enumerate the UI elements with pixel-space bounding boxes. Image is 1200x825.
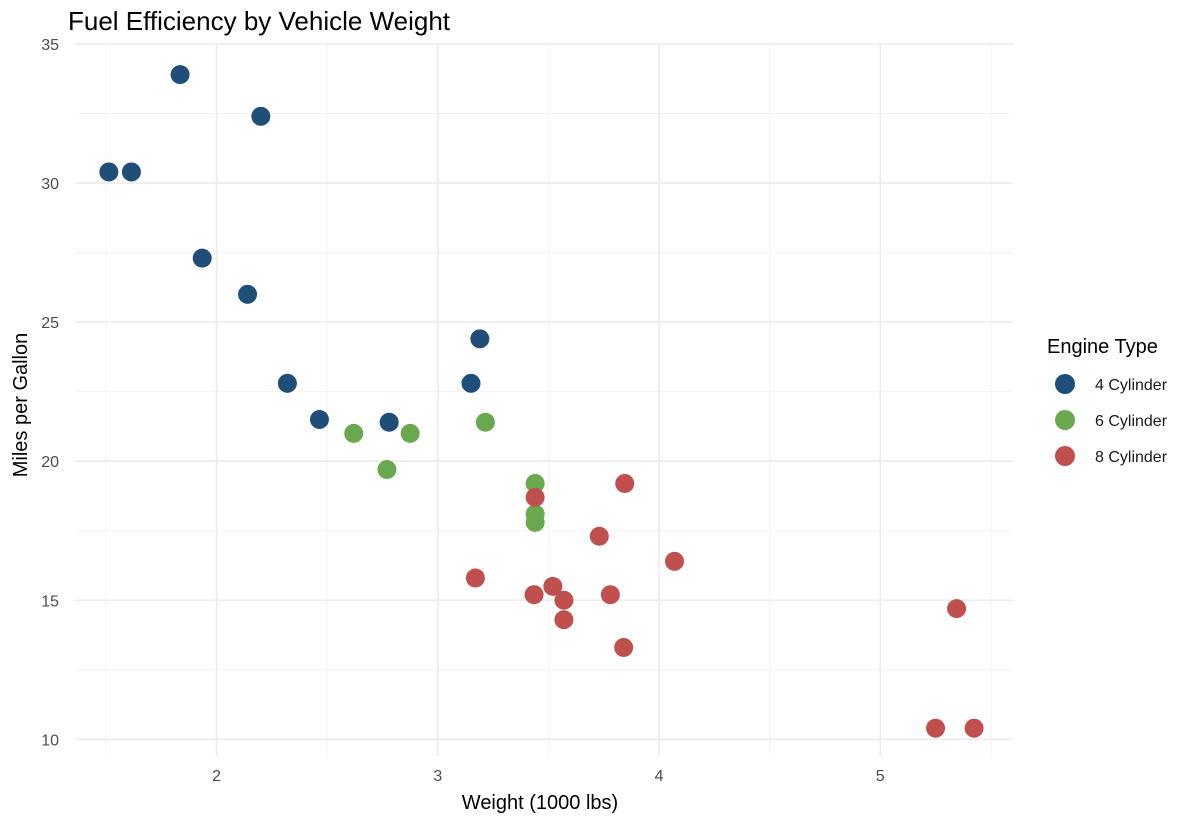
point-4-cylinder (309, 409, 329, 429)
x-tick-label: 3 (433, 768, 442, 785)
point-8-cylinder (964, 718, 984, 738)
point-8-cylinder (614, 638, 634, 658)
point-4-cylinder (277, 373, 297, 393)
point-8-cylinder (926, 718, 946, 738)
point-8-cylinder (600, 585, 620, 605)
y-axis-title: Miles per Gallon (10, 333, 32, 478)
legend-label: 8 Cylinder (1095, 449, 1168, 466)
legend-key-4-cylinder (1055, 374, 1075, 394)
major-gridlines (75, 43, 1013, 756)
point-8-cylinder (525, 487, 545, 507)
point-8-cylinder (615, 473, 635, 493)
legend-title: Engine Type (1047, 336, 1158, 358)
y-tick-label: 25 (41, 315, 59, 332)
point-4-cylinder (379, 412, 399, 432)
point-6-cylinder (377, 460, 397, 480)
point-4-cylinder (251, 106, 271, 126)
point-4-cylinder (238, 284, 258, 304)
point-4-cylinder (99, 162, 119, 182)
x-tick-label: 4 (655, 768, 664, 785)
point-6-cylinder (525, 473, 545, 493)
point-6-cylinder (344, 423, 364, 443)
data-points (99, 65, 984, 738)
minor-gridlines (75, 44, 1013, 756)
y-tick-label: 10 (41, 732, 59, 749)
point-6-cylinder (475, 412, 495, 432)
point-8-cylinder (947, 599, 967, 619)
x-tick-label: 2 (212, 768, 221, 785)
legend-items: 4 Cylinder 6 Cylinder 8 Cylinder (1055, 374, 1168, 466)
point-4-cylinder (170, 65, 190, 85)
point-8-cylinder (554, 610, 574, 630)
legend-label: 6 Cylinder (1095, 413, 1168, 430)
point-8-cylinder (665, 551, 685, 571)
point-8-cylinder (524, 585, 544, 605)
chart-title: Fuel Efficiency by Vehicle Weight (68, 6, 451, 36)
y-tick-label: 35 (41, 37, 59, 54)
point-8-cylinder (465, 568, 485, 588)
point-4-cylinder (470, 329, 490, 349)
x-axis-ticks: 2 3 4 5 (212, 768, 885, 785)
point-6-cylinder (400, 423, 420, 443)
point-4-cylinder (192, 248, 212, 268)
point-8-cylinder (554, 590, 574, 610)
x-axis-title: Weight (1000 lbs) (462, 792, 618, 814)
x-tick-label: 5 (876, 768, 885, 785)
legend-key-6-cylinder (1055, 410, 1075, 430)
point-4-cylinder (121, 162, 141, 182)
y-tick-label: 30 (41, 176, 59, 193)
point-8-cylinder (589, 526, 609, 546)
point-4-cylinder (461, 373, 481, 393)
legend-label: 4 Cylinder (1095, 377, 1168, 394)
point-8-cylinder (543, 576, 563, 596)
legend: Engine Type 4 Cylinder 6 Cylinder 8 Cylind… (1047, 336, 1168, 466)
point-6-cylinder (525, 512, 545, 532)
y-axis-ticks: 10 15 20 25 30 35 (41, 37, 59, 749)
legend-key-8-cylinder (1055, 446, 1075, 466)
y-tick-label: 15 (41, 593, 59, 610)
y-tick-label: 20 (41, 454, 59, 471)
